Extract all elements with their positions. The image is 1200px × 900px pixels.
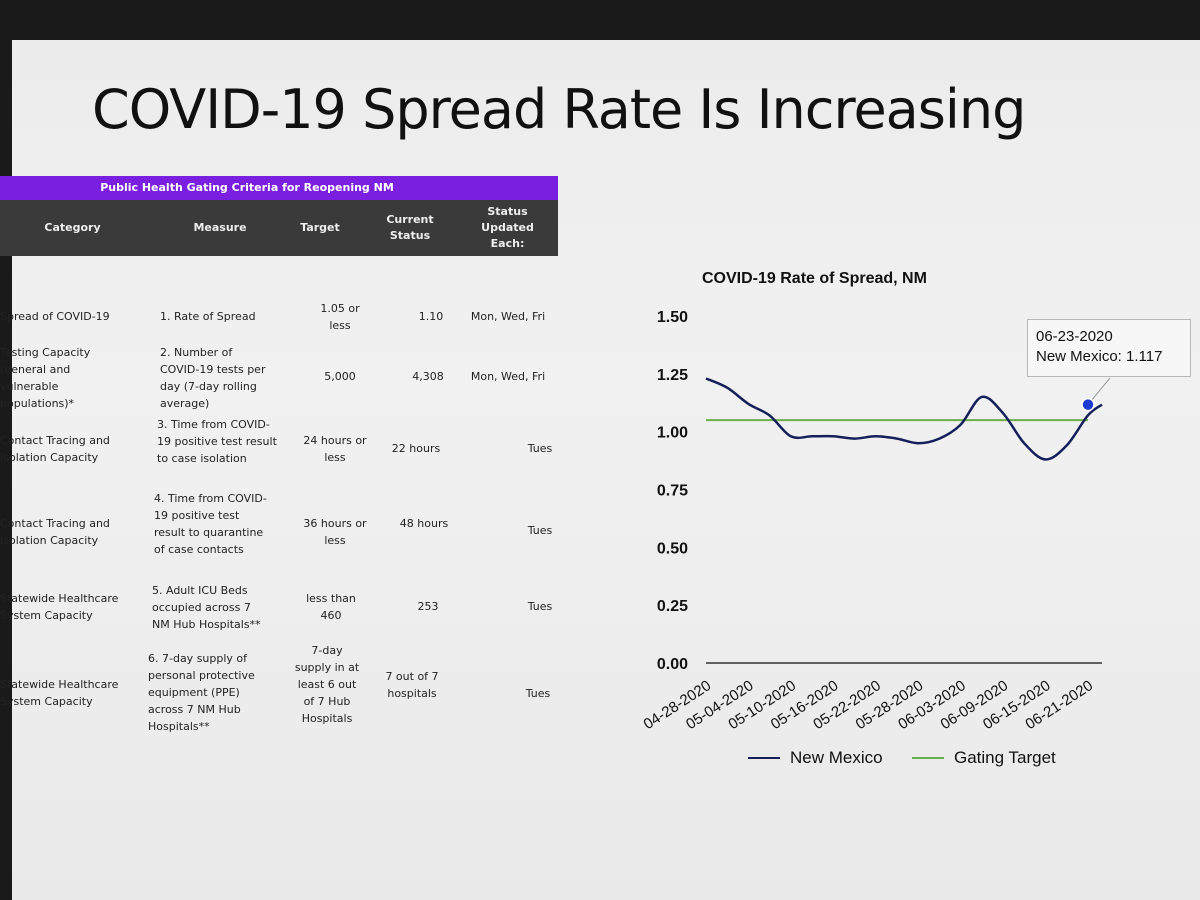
legend-item-gating-target[interactable]: Gating Target — [912, 748, 1056, 768]
row-updated: Mon, Wed, Fri — [470, 370, 546, 383]
row-updated: Tues — [527, 600, 553, 613]
chart-title: COVID-19 Rate of Spread, NM — [702, 270, 927, 287]
row-updated: Tues — [527, 442, 553, 455]
row-target: 36 hours or less — [303, 517, 367, 547]
row-category: Statewide Healthcare System Capacity — [0, 592, 119, 622]
header-category: Category — [44, 221, 101, 234]
row-current: 4,308 — [412, 370, 444, 383]
row-current: 253 — [417, 600, 439, 613]
row-target: 5,000 — [324, 370, 356, 383]
row-updated: Tues — [525, 687, 551, 700]
row-current: 22 hours — [391, 442, 441, 455]
row-current: 48 hours — [399, 517, 449, 530]
y-tick-label: 0.00 — [657, 656, 688, 673]
table-banner: Public Health Gating Criteria for Reopen… — [0, 176, 558, 200]
row-measure: 5. Adult ICU Beds occupied across 7 NM H… — [152, 584, 261, 631]
row-updated: Mon, Wed, Fri — [470, 310, 546, 323]
row-target: 24 hours or less — [303, 434, 367, 464]
row-measure: 2. Number of COVID-19 tests per day (7-d… — [160, 346, 266, 410]
tooltip-date: 06-23-2020 — [1036, 328, 1113, 345]
row-current: 7 out of 7 hospitals — [385, 670, 439, 700]
row-measure: 6. 7-day supply of personal protective e… — [148, 652, 255, 733]
header-measure: Measure — [193, 221, 247, 234]
row-category: Contact Tracing and Isolation Capacity — [0, 517, 110, 547]
gating-criteria-table: Public Health Gating Criteria for Reopen… — [0, 176, 560, 736]
series-new-mexico-line — [705, 377, 1103, 461]
legend-label: New Mexico — [790, 748, 883, 767]
row-category: Testing Capacity (general and vulnerable… — [0, 346, 91, 410]
tooltip-value: New Mexico: 1.117 — [1036, 348, 1163, 365]
row-target: less than 460 — [306, 592, 356, 622]
legend-label: Gating Target — [954, 748, 1056, 767]
y-tick-label: 1.00 — [657, 425, 688, 442]
row-updated: Tues — [527, 524, 553, 537]
row-measure: 3. Time from COVID-19 positive test resu… — [157, 418, 277, 465]
y-tick-label: 0.75 — [657, 483, 688, 500]
y-tick-label: 1.25 — [657, 367, 688, 384]
row-target: 1.05 or less — [320, 302, 360, 332]
highlight-point — [1081, 397, 1095, 412]
row-target: 7-day supply in at least 6 out of 7 Hub … — [294, 644, 360, 725]
y-tick-label: 0.50 — [657, 540, 688, 557]
row-measure: 4. Time from COVID-19 positive test resu… — [154, 492, 267, 556]
legend-swatch-new-mexico — [748, 757, 780, 759]
legend-swatch-gating-target — [912, 757, 944, 759]
slide-title: COVID-19 Spread Rate Is Increasing — [92, 78, 1026, 141]
row-current: 1.10 — [418, 310, 444, 323]
header-updated: Status Updated Each: — [481, 205, 534, 250]
header-current: Current Status — [386, 213, 434, 242]
y-tick-label: 0.25 — [657, 598, 688, 615]
row-category: Statewide Healthcare System Capacity — [0, 678, 119, 708]
header-target: Target — [300, 221, 340, 234]
row-category: Spread of COVID-19 — [0, 310, 110, 323]
y-tick-label: 1.50 — [657, 309, 688, 326]
row-category: Contact Tracing and Isolation Capacity — [0, 434, 110, 464]
legend-item-new-mexico[interactable]: New Mexico — [748, 748, 883, 768]
table-header: Category Measure Target Current Status S… — [0, 200, 558, 256]
row-measure: 1. Rate of Spread — [160, 310, 256, 323]
data-tooltip: 06-23-2020 New Mexico: 1.117 — [1027, 319, 1191, 377]
